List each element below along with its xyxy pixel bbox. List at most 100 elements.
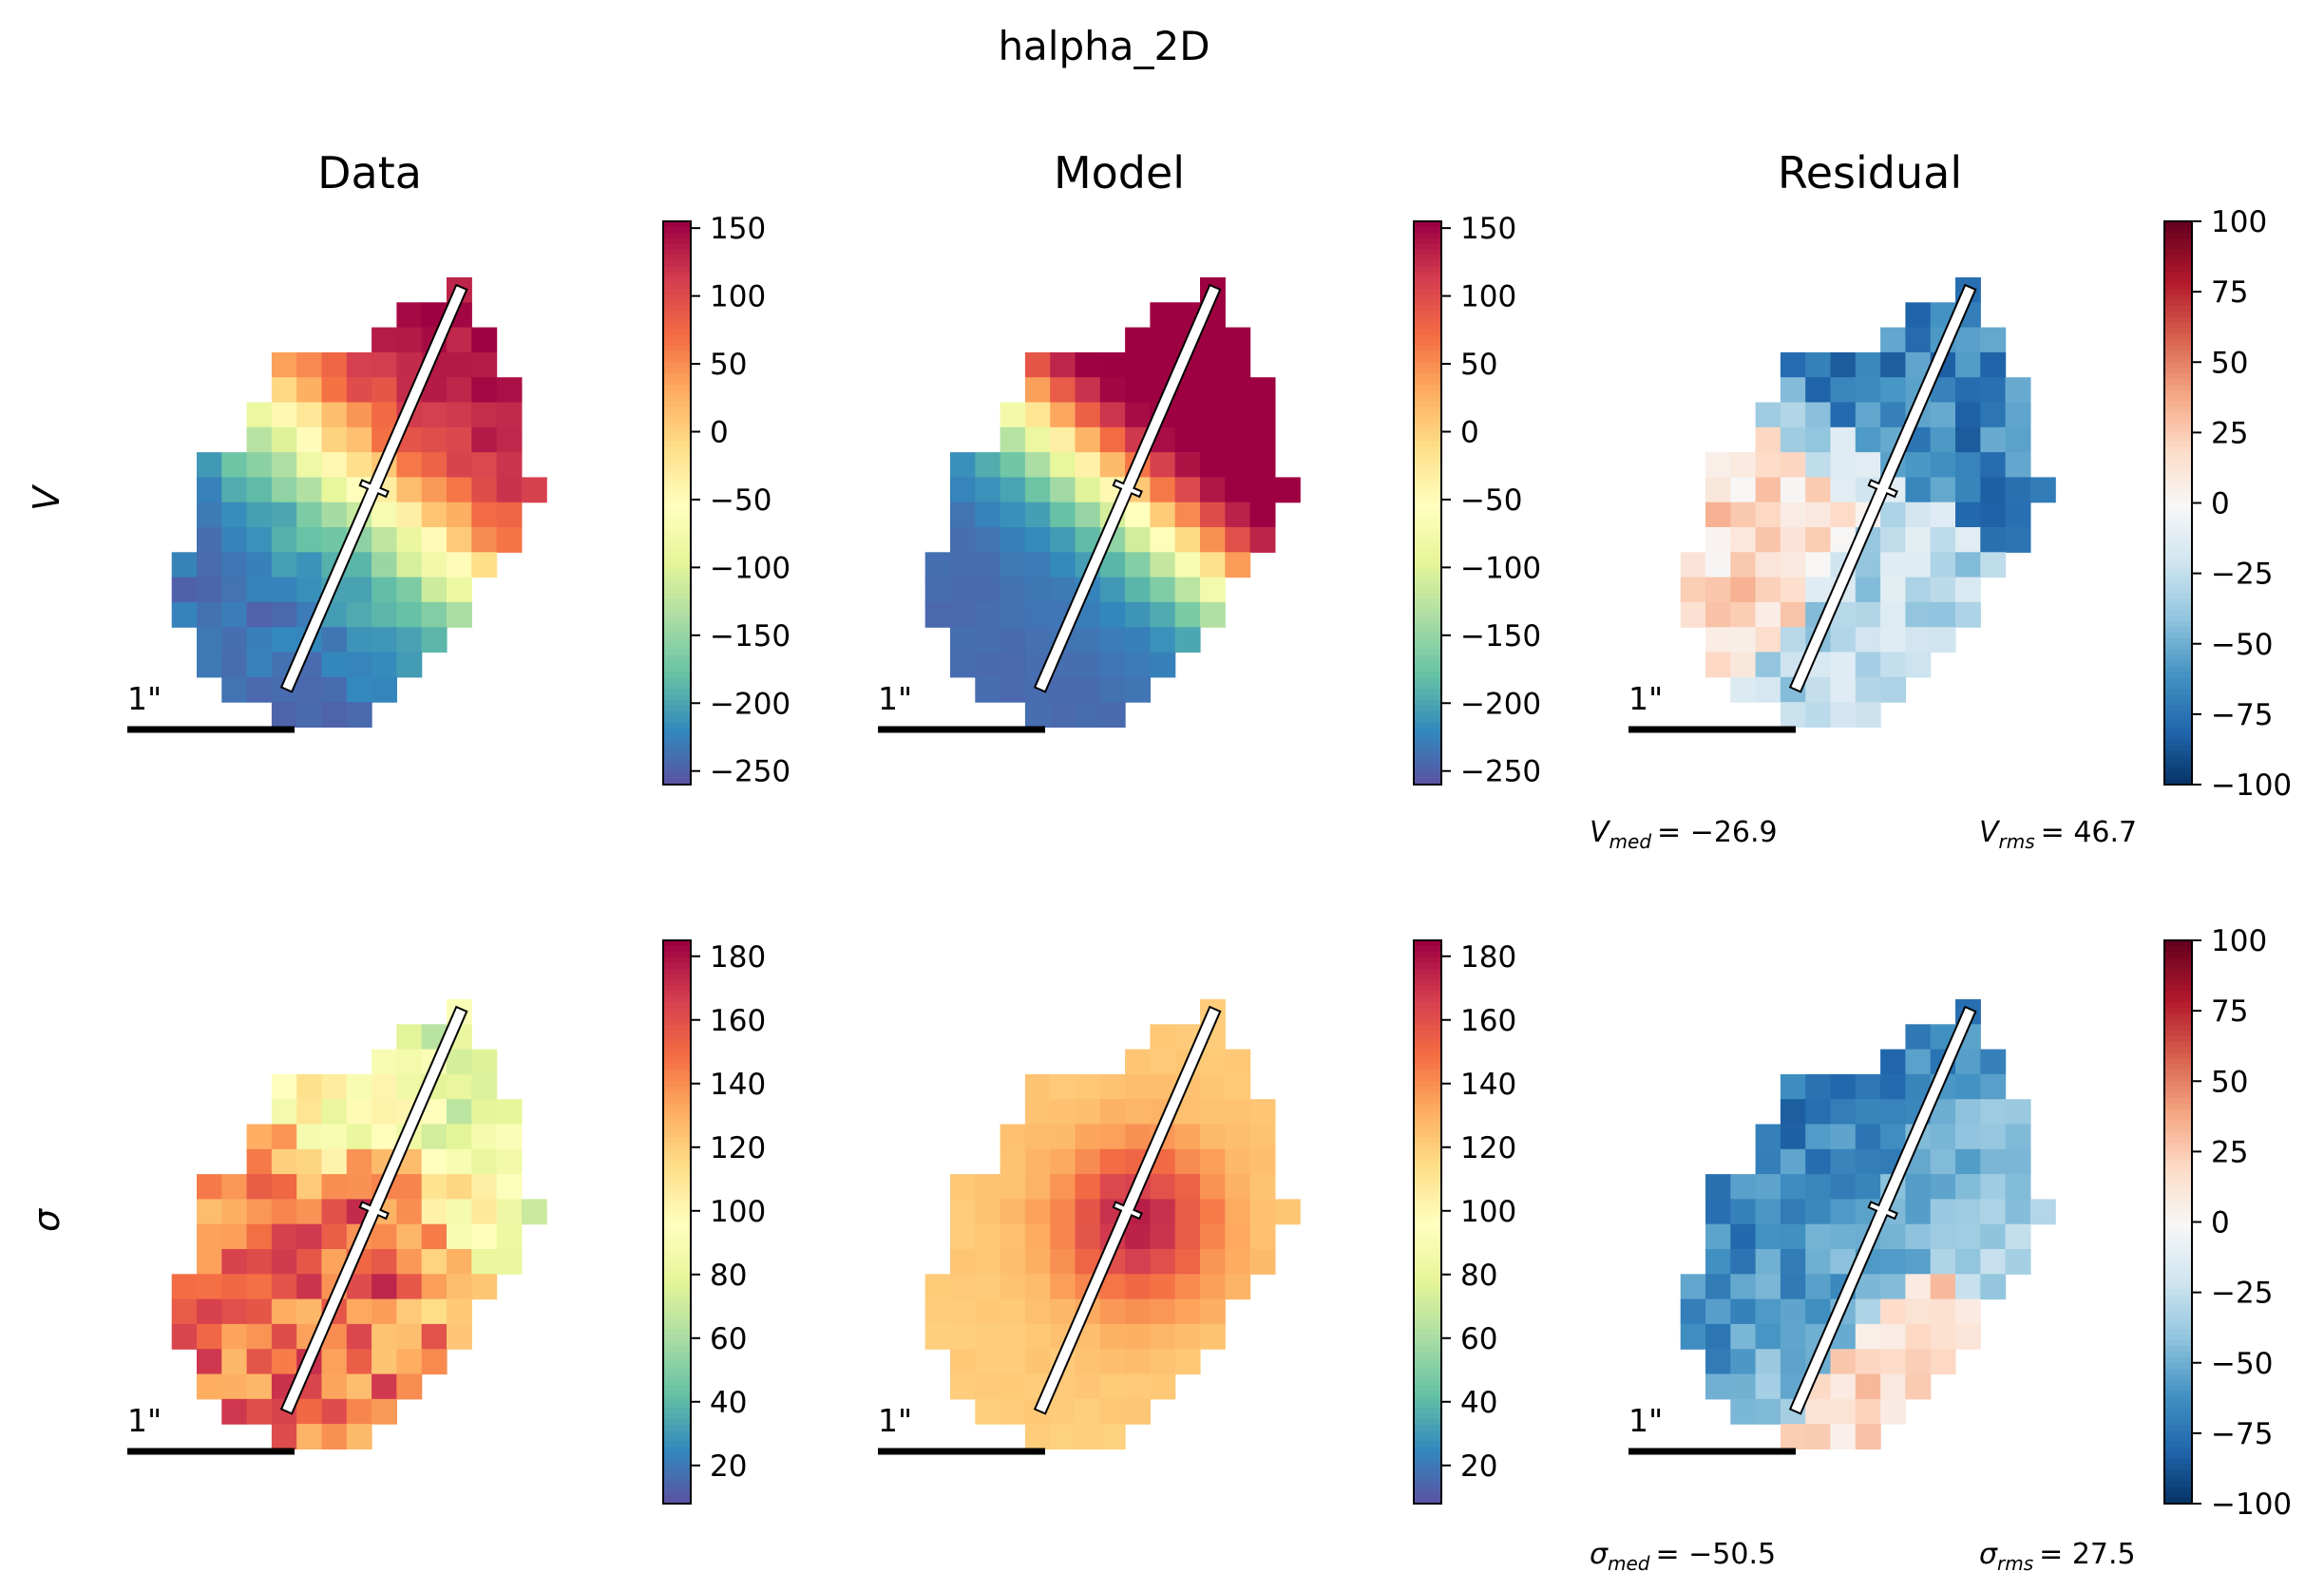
pixel (1024, 552, 1051, 578)
pixel (1780, 1424, 1806, 1449)
pixel (471, 502, 498, 528)
pixel (1980, 527, 2007, 553)
colorbar-V-residual: 100 75 50 25 0 −25 −50 −75 −100 (2163, 205, 2292, 803)
pixel (346, 1124, 372, 1150)
pixel (1980, 1174, 2007, 1200)
pixel (346, 1073, 372, 1100)
pixel (496, 1174, 523, 1200)
pixel (1200, 351, 1226, 378)
pixel (447, 1274, 472, 1300)
pixel (271, 601, 297, 628)
pixel (371, 577, 397, 603)
pixel (396, 1223, 423, 1250)
pixel (1780, 452, 1806, 478)
colorbar-tick-label: −25 (2211, 558, 2273, 592)
pixel (1955, 377, 1981, 404)
pixel (975, 676, 1001, 703)
pixel (1024, 477, 1051, 503)
pixel (1955, 1049, 1981, 1075)
pixel (1730, 1298, 1757, 1325)
pixel (1730, 1349, 1757, 1375)
pixel (1125, 627, 1151, 653)
pixel (1880, 377, 1906, 404)
pixel (1225, 1124, 1251, 1150)
pixel (447, 552, 472, 578)
colorbar-tick-label: 150 (1460, 212, 1516, 246)
centre-cross (1867, 470, 1898, 506)
pixel (1000, 1298, 1026, 1325)
pixel (975, 601, 1001, 628)
pixel (1830, 452, 1857, 478)
pixel (1955, 1199, 1981, 1225)
pixel (296, 377, 323, 404)
pixel (1730, 527, 1757, 553)
pixel (421, 1323, 448, 1350)
pixel (447, 1049, 472, 1075)
pixel (421, 477, 448, 503)
pixel (1225, 402, 1251, 428)
pixel (1930, 627, 1956, 653)
pixel (1905, 1274, 1932, 1300)
pixel (1150, 1223, 1176, 1250)
pixel (271, 1199, 297, 1225)
pixel (1024, 1174, 1051, 1200)
pixel (1075, 702, 1101, 728)
pixel (321, 1124, 348, 1150)
colorbar-sigma-residual: 100 75 50 25 0 −25 −50 −75 −100 (2163, 924, 2292, 1522)
pixel (1050, 527, 1076, 553)
colorbar-tick-label: 0 (1460, 415, 1479, 449)
scalebar-label: 1" (127, 680, 162, 717)
pixel (371, 351, 397, 378)
pixel (421, 1174, 448, 1200)
pixel (1805, 1424, 1832, 1449)
pixel (1075, 502, 1101, 528)
pixel (2029, 1199, 2056, 1225)
colorbar-tick-label: −50 (2211, 628, 2273, 662)
pixel (950, 577, 976, 603)
pixel (1075, 452, 1101, 478)
pixel (1174, 426, 1201, 453)
pixel (371, 1073, 397, 1100)
pixel (1099, 652, 1126, 678)
pixel (1830, 1373, 1857, 1400)
pixel (924, 1298, 951, 1325)
pixel (1050, 1274, 1076, 1300)
pixel (221, 627, 248, 653)
pixel (1200, 1274, 1226, 1300)
pixel (1755, 1373, 1781, 1400)
pixel (1805, 502, 1832, 528)
pixel (1249, 1124, 1276, 1150)
pixel (1174, 1323, 1201, 1350)
pixel (1024, 1073, 1051, 1100)
pixel (1705, 601, 1731, 628)
pixel (1855, 426, 1881, 453)
pixel (1730, 452, 1757, 478)
pixel (471, 1223, 498, 1250)
pixel (271, 627, 297, 653)
pixel (1000, 452, 1026, 478)
pixel (471, 1148, 498, 1175)
pixel (1755, 452, 1781, 478)
pixel (346, 1298, 372, 1325)
pixel (1955, 1274, 1981, 1300)
pixel (1680, 1298, 1706, 1325)
sigma-median-label: σmed = −50.5 (1590, 1538, 1776, 1575)
pixel (1730, 1174, 1757, 1200)
pixel (371, 502, 397, 528)
pixel (1755, 676, 1781, 703)
pixel (221, 1298, 248, 1325)
v-median-label: Vmed = −26.9 (1590, 816, 1778, 853)
pixel (1805, 1249, 1832, 1275)
pixel (1980, 402, 2007, 428)
colorbar-tick-label: 0 (710, 415, 729, 449)
pixel (471, 351, 498, 378)
pixel (1955, 577, 1981, 603)
pixel (1099, 1124, 1126, 1150)
pixel (1705, 627, 1731, 653)
pixel (1955, 327, 1981, 353)
pixel (1024, 377, 1051, 404)
pixel (1000, 1323, 1026, 1350)
pixel (1880, 577, 1906, 603)
pixel (1024, 1124, 1051, 1150)
colorbar-tick-label: 120 (1460, 1131, 1516, 1165)
